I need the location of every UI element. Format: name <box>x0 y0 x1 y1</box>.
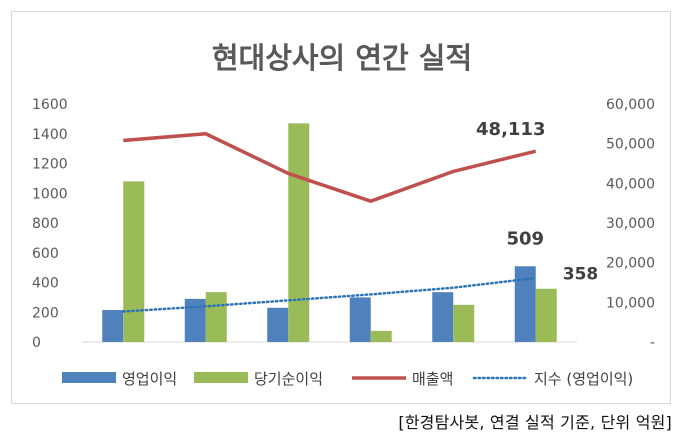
y-left-tick-label: 1600 <box>32 97 68 113</box>
legend-label: 영업이익 <box>122 370 177 388</box>
chart-svg: 현대상사의 연간 실적 0 200 400 600 800 1000 1200 1400 160… <box>32 41 655 388</box>
bar-net-income <box>370 330 392 342</box>
line-trend <box>122 276 537 313</box>
y-left-tick-label: 1000 <box>32 186 68 202</box>
bar-operating-profit <box>514 266 536 342</box>
legend-swatch-operating-profit <box>62 372 116 383</box>
legend-label: 매출액 <box>412 370 453 388</box>
legend-label: 당기순이익 <box>254 370 323 388</box>
plot-area: 0 200 400 600 800 1000 1200 1400 1600 - 10,000 20,0… <box>32 97 655 351</box>
bar-net-income <box>288 123 310 343</box>
bar-net-income <box>205 292 227 342</box>
y-right-tick-label: - <box>650 335 655 351</box>
y-left-tick-label: 200 <box>32 305 59 321</box>
y-left-tick-label: 1400 <box>32 127 68 143</box>
chart-frame: 현대상사의 연간 실적 0 200 400 600 800 1000 1200 1400 160… <box>11 11 671 404</box>
source-note: [한경탐사봇, 연결 실적 기준, 단위 억원] <box>398 413 672 432</box>
y-right-tick-label: 20,000 <box>606 256 655 272</box>
bar-operating-profit <box>102 310 124 342</box>
legend-label: 지수 (영업이익) <box>534 370 633 388</box>
bar-net-income <box>535 288 557 342</box>
y-left-tick-label: 1200 <box>32 157 68 173</box>
bar-operating-profit <box>267 307 289 342</box>
data-label: 358 <box>563 265 599 285</box>
bar-net-income <box>123 181 145 342</box>
data-label: 509 <box>506 228 544 249</box>
legend-swatch-net-income <box>194 372 248 383</box>
y-left-tick-label: 400 <box>32 276 59 292</box>
line-revenue <box>123 132 537 203</box>
bar-operating-profit <box>184 298 206 342</box>
bar-net-income <box>453 304 475 342</box>
y-right-tick-label: 10,000 <box>606 295 655 311</box>
y-right-tick-label: 30,000 <box>606 216 655 232</box>
bar-operating-profit <box>349 297 371 342</box>
y-right-tick-label: 50,000 <box>606 137 655 153</box>
y-right-tick-label: 40,000 <box>606 176 655 192</box>
y-left-tick-label: 600 <box>32 246 59 262</box>
bar-operating-profit <box>432 292 454 342</box>
y-left-tick-label: 0 <box>32 335 41 351</box>
legend: 영업이익 당기순이익 매출액 지수 (영업이익) <box>62 370 633 388</box>
y-left-tick-label: 800 <box>32 216 59 232</box>
chart-title: 현대상사의 연간 실적 <box>212 41 472 75</box>
y-right-tick-label: 60,000 <box>606 97 655 113</box>
data-label: 48,113 <box>476 119 545 140</box>
